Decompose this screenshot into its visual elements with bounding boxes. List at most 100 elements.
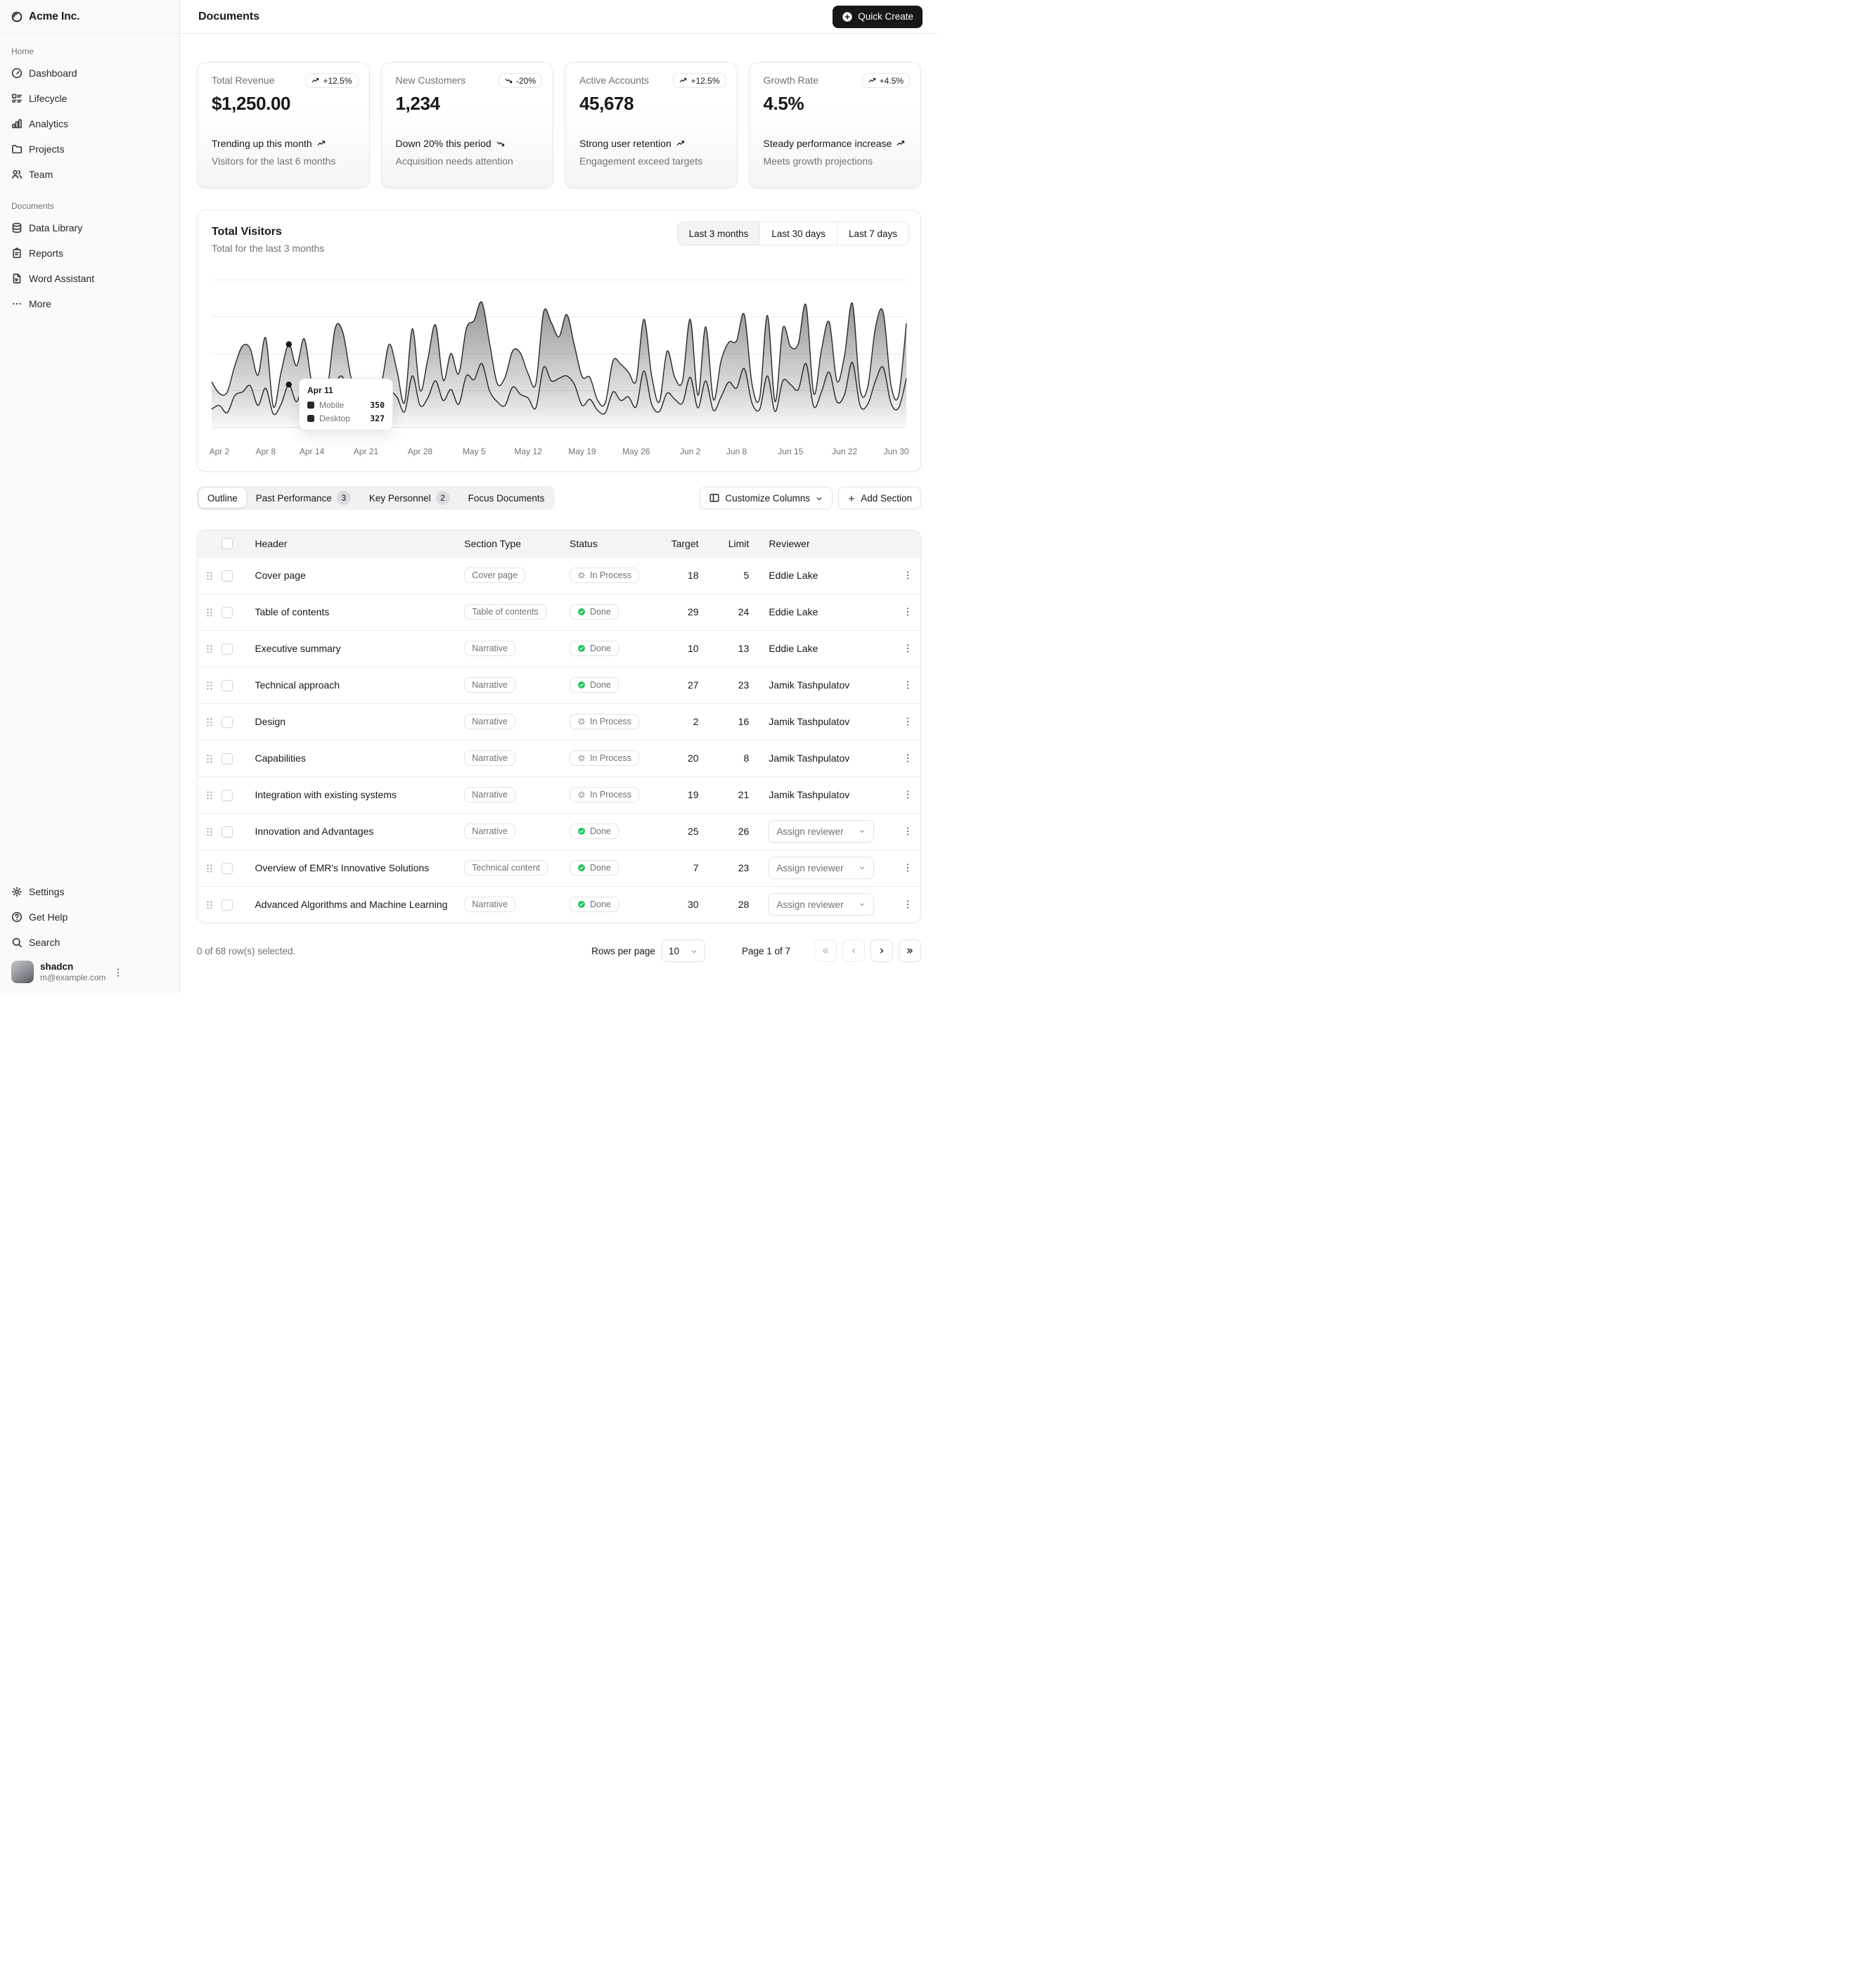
row-header-link[interactable]: Advanced Algorithms and Machine Learning (255, 899, 448, 911)
customize-columns-button[interactable]: Customize Columns (700, 487, 833, 509)
row-header-link[interactable]: Executive summary (255, 643, 341, 654)
row-checkbox[interactable] (221, 679, 233, 691)
stat-card-3: Growth Rate +4.5% 4.5% Steady performance i… (748, 62, 921, 188)
target-value[interactable]: 18 (659, 556, 710, 594)
drag-handle[interactable] (204, 569, 215, 580)
sidebar-item-reports[interactable]: Reports (6, 242, 174, 264)
tab-past-performance[interactable]: Past Performance 3 (248, 488, 359, 508)
assign-reviewer-select[interactable]: Assign reviewer (769, 857, 875, 879)
row-actions-button[interactable] (898, 748, 918, 768)
row-actions-button[interactable] (898, 639, 918, 658)
row-header-link[interactable]: Design (255, 716, 286, 727)
reviewer-name: Jamik Tashpulatov (769, 716, 850, 727)
row-actions-button[interactable] (898, 565, 918, 585)
limit-value[interactable]: 16 (709, 703, 761, 740)
row-checkbox[interactable] (221, 789, 233, 801)
reviewer-name: Jamik Tashpulatov (769, 789, 850, 800)
row-checkbox[interactable] (221, 606, 233, 618)
user-menu[interactable]: shadcn m@example.com (6, 956, 174, 987)
sections-table-card: Header Section Type Status Target Limit … (197, 530, 921, 923)
row-checkbox[interactable] (221, 716, 233, 728)
row-actions-button[interactable] (898, 858, 918, 878)
drag-handle[interactable] (204, 715, 215, 726)
row-actions-button[interactable] (898, 675, 918, 695)
limit-value[interactable]: 13 (709, 629, 761, 667)
sidebar-item-search[interactable]: Search (6, 931, 174, 954)
range-button-last-3-months[interactable]: Last 3 months (677, 222, 760, 245)
drag-handle[interactable] (204, 788, 215, 800)
first-page-button[interactable] (814, 940, 837, 962)
limit-value[interactable]: 23 (709, 849, 761, 886)
row-header-link[interactable]: Table of contents (255, 606, 330, 617)
row-actions-button[interactable] (898, 785, 918, 805)
target-value[interactable]: 29 (659, 593, 710, 630)
limit-value[interactable]: 8 (709, 739, 761, 776)
sidebar-item-word-assistant[interactable]: Word Assistant (6, 267, 174, 290)
drag-handle[interactable] (204, 899, 215, 910)
rows-per-page-select[interactable]: 10 (661, 940, 705, 962)
tab-outline[interactable]: Outline (199, 488, 246, 508)
row-header-link[interactable]: Cover page (255, 570, 306, 581)
row-header-link[interactable]: Technical approach (255, 679, 340, 691)
drag-handle[interactable] (204, 606, 215, 617)
row-actions-button[interactable] (898, 712, 918, 731)
drag-handle[interactable] (204, 861, 215, 873)
limit-value[interactable]: 26 (709, 812, 761, 850)
limit-value[interactable]: 21 (709, 776, 761, 813)
add-section-button[interactable]: Add Section (838, 487, 921, 509)
sidebar-item-more[interactable]: More (6, 293, 174, 315)
drag-handle[interactable] (204, 642, 215, 653)
loader-icon (578, 791, 585, 798)
sidebar-item-team[interactable]: Team (6, 163, 174, 186)
drag-handle[interactable] (204, 825, 215, 836)
row-checkbox[interactable] (221, 570, 233, 582)
drag-handle[interactable] (204, 679, 215, 690)
row-actions-button[interactable] (898, 602, 918, 622)
row-actions-button[interactable] (898, 821, 918, 841)
row-actions-button[interactable] (898, 895, 918, 914)
target-value[interactable]: 7 (659, 849, 710, 886)
limit-value[interactable]: 5 (709, 556, 761, 594)
sidebar-item-dashboard[interactable]: Dashboard (6, 62, 174, 84)
quick-create-button[interactable]: Quick Create (833, 5, 923, 28)
target-value[interactable]: 27 (659, 666, 710, 703)
row-header-link[interactable]: Innovation and Advantages (255, 826, 374, 837)
tab-key-personnel[interactable]: Key Personnel 2 (361, 488, 458, 508)
drag-handle[interactable] (204, 752, 215, 763)
workspace-switcher[interactable]: Acme Inc. (0, 0, 179, 34)
row-checkbox[interactable] (221, 826, 233, 838)
target-value[interactable]: 19 (659, 776, 710, 813)
limit-value[interactable]: 24 (709, 593, 761, 630)
target-value[interactable]: 30 (659, 885, 710, 923)
next-page-button[interactable] (870, 940, 893, 962)
sidebar-item-analytics[interactable]: Analytics (6, 113, 174, 135)
range-button-last-30-days[interactable]: Last 30 days (759, 222, 837, 245)
row-checkbox[interactable] (221, 899, 233, 911)
sidebar-item-lifecycle[interactable]: Lifecycle (6, 87, 174, 110)
target-value[interactable]: 20 (659, 739, 710, 776)
sidebar-item-data-library[interactable]: Data Library (6, 217, 174, 239)
target-value[interactable]: 25 (659, 812, 710, 850)
row-header-link[interactable]: Integration with existing systems (255, 789, 397, 800)
select-all-checkbox[interactable] (221, 538, 233, 550)
sidebar-item-settings[interactable]: Settings (6, 880, 174, 903)
limit-value[interactable]: 28 (709, 885, 761, 923)
row-checkbox[interactable] (221, 643, 233, 655)
row-header-link[interactable]: Overview of EMR's Innovative Solutions (255, 862, 430, 873)
target-value[interactable]: 10 (659, 629, 710, 667)
previous-page-button[interactable] (842, 940, 865, 962)
target-value[interactable]: 2 (659, 703, 710, 740)
tab-focus-documents[interactable]: Focus Documents (460, 488, 553, 508)
row-checkbox[interactable] (221, 752, 233, 764)
range-button-last-7-days[interactable]: Last 7 days (836, 222, 908, 245)
row-header-link[interactable]: Capabilities (255, 752, 306, 764)
sidebar-item-label: Lifecycle (29, 93, 68, 104)
area-chart[interactable]: Apr 2 Apr 8 Apr 14 Apr 21 Apr 28 May 5 May 12 M… (210, 273, 909, 459)
last-page-button[interactable] (899, 940, 921, 962)
sidebar-item-get-help[interactable]: Get Help (6, 906, 174, 928)
sidebar-item-projects[interactable]: Projects (6, 138, 174, 160)
limit-value[interactable]: 23 (709, 666, 761, 703)
assign-reviewer-select[interactable]: Assign reviewer (769, 893, 875, 916)
assign-reviewer-select[interactable]: Assign reviewer (769, 820, 875, 843)
row-checkbox[interactable] (221, 862, 233, 874)
